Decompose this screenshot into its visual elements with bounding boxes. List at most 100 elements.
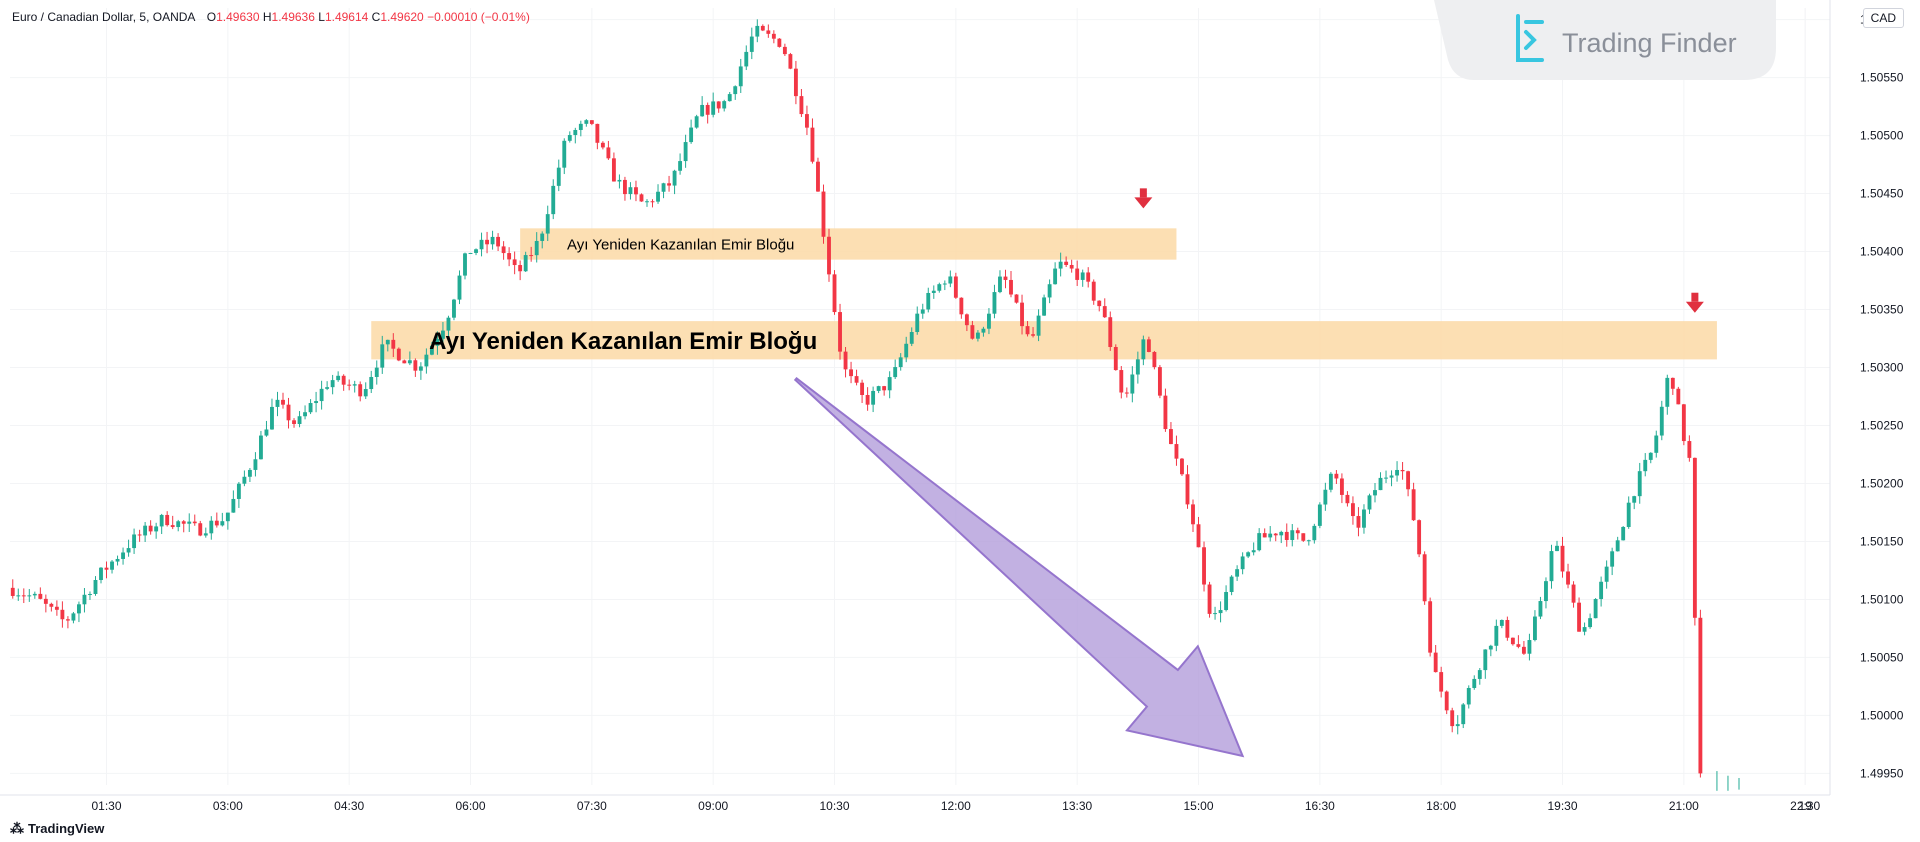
candle-body [1433, 652, 1438, 673]
candle-body [1373, 490, 1377, 496]
candle-body [766, 30, 771, 34]
time-tick-label: 19:30 [1547, 799, 1577, 813]
high-value: 1.49636 [271, 10, 315, 24]
time-tick-label: 19 [1799, 799, 1813, 813]
close-label: C [371, 10, 381, 24]
candle-body [1582, 627, 1587, 632]
candle-body [363, 389, 368, 397]
candle-body [1306, 540, 1311, 542]
candle-body [876, 386, 881, 391]
candle-body [1273, 533, 1278, 536]
candle-body [1351, 503, 1355, 517]
candle-body [1670, 377, 1675, 389]
candle-body [1196, 524, 1201, 548]
candle-body [1362, 509, 1366, 528]
candle-body [507, 253, 512, 260]
candle-body [578, 123, 583, 130]
candle-body [110, 561, 114, 570]
candle-body [1075, 268, 1080, 280]
candle-body [1604, 566, 1609, 582]
candle-body [1080, 272, 1085, 280]
time-tick-label: 10:30 [819, 799, 849, 813]
time-tick-label: 22:30 [1790, 799, 1820, 813]
candle-body [1395, 469, 1399, 476]
candle-body [1389, 475, 1394, 478]
candle-body [953, 276, 958, 298]
time-axis[interactable]: 01:30 03:00 04:30 06:00 07:30 09:00 10:30 12:00… [0, 794, 1830, 813]
time-tick-label: 18:00 [1426, 799, 1456, 813]
candle-body [330, 380, 335, 388]
candle-body [1163, 395, 1168, 430]
candle-body [523, 255, 528, 272]
candle-body [1494, 625, 1499, 646]
candle-body [904, 343, 909, 358]
tradingview-footer[interactable]: ⁂ TradingView [10, 820, 104, 837]
candle-body [214, 520, 219, 526]
candle-body [1257, 533, 1262, 551]
candle-body [871, 390, 876, 405]
candle-body [755, 25, 760, 37]
candle-body [1290, 530, 1295, 541]
candle-body [1444, 691, 1449, 711]
candle-body [303, 412, 307, 417]
candle-body [396, 348, 401, 361]
open-value: 1.49630 [216, 10, 260, 24]
candle-body [678, 161, 683, 171]
candle-body [1400, 469, 1405, 472]
candle-body [1571, 584, 1576, 603]
candle-body [711, 101, 716, 115]
candle-body [247, 469, 252, 477]
candle-body [926, 292, 931, 310]
candle-body [1317, 504, 1322, 526]
candle-body [319, 388, 324, 402]
high-label: H [262, 10, 272, 24]
candle-body [771, 33, 776, 39]
candle-body [165, 514, 170, 526]
candle-body [1191, 504, 1195, 525]
candle-body [937, 284, 942, 291]
candle-body [1588, 618, 1593, 628]
candle-body [154, 526, 159, 532]
candle-body [203, 533, 208, 536]
candle-body [1472, 678, 1477, 688]
candle-body [88, 593, 92, 595]
candle-body [374, 367, 379, 377]
candle-body [1637, 471, 1642, 497]
candle-body [529, 255, 534, 257]
candle-body [236, 483, 241, 499]
candle-body [292, 420, 296, 425]
candle-body [1185, 474, 1190, 505]
candle-body [1003, 276, 1008, 280]
candle-body [694, 116, 699, 128]
time-tick-label: 06:00 [455, 799, 485, 813]
time-tick-label: 15:00 [1183, 799, 1213, 813]
price-tick-label: 1.50050 [1860, 650, 1904, 664]
candle-body [380, 344, 385, 368]
candle-body [60, 609, 65, 620]
currency-button[interactable]: CAD [1862, 8, 1904, 28]
price-axis[interactable]: 1.506001.505501.505001.504501.504001.503… [1829, 0, 1920, 842]
candle-body [1516, 644, 1521, 647]
candle-body [341, 375, 346, 385]
candle-body [865, 394, 870, 405]
price-tick-label: 1.50250 [1860, 418, 1904, 432]
candle-body [391, 339, 396, 349]
candle-body [606, 147, 611, 159]
candle-body [1538, 601, 1543, 617]
candle-body [1560, 545, 1565, 572]
candle-body [1053, 268, 1058, 285]
price-tick-label: 1.50300 [1860, 361, 1904, 375]
candle-body [21, 595, 26, 597]
candle-body [567, 135, 572, 141]
candle-body [573, 129, 578, 136]
candle-body [1544, 581, 1548, 602]
candle-body [1461, 704, 1466, 725]
candle-body [1384, 477, 1388, 479]
candle-body [121, 552, 125, 559]
candle-body [1130, 374, 1135, 394]
candle-body [220, 521, 225, 526]
candle-body [1593, 599, 1598, 619]
candle-body [931, 290, 936, 293]
candle-body [1020, 302, 1024, 327]
